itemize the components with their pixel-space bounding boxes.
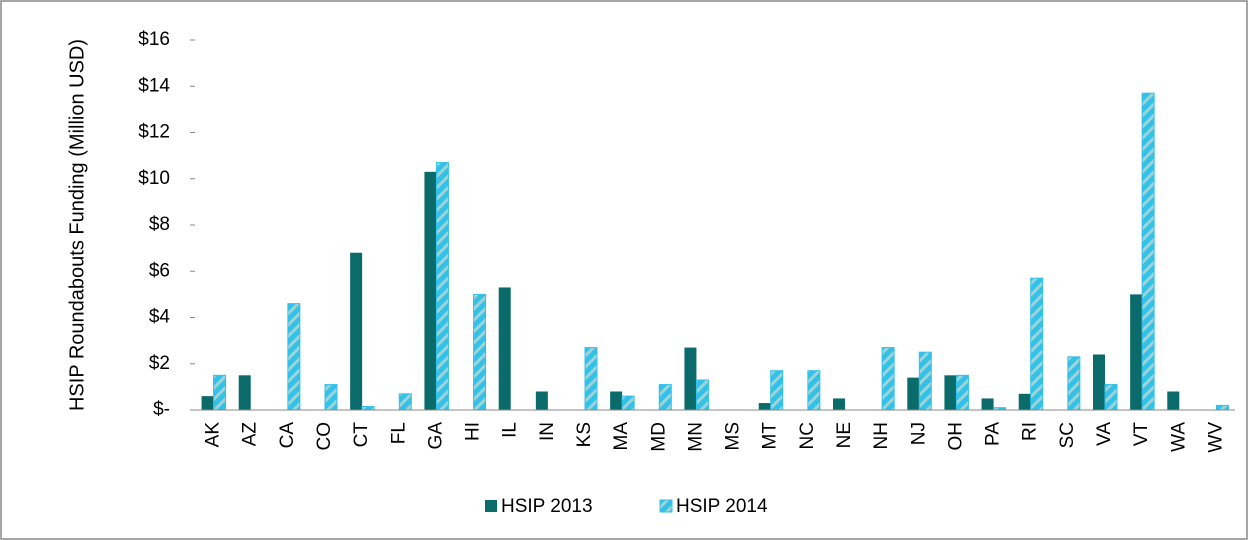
legend-label: HSIP 2014 bbox=[676, 496, 768, 517]
x-tick-label: WV bbox=[1205, 422, 1226, 453]
x-tick-label: FL bbox=[388, 422, 409, 444]
x-tick-label: HI bbox=[463, 422, 484, 441]
x-tick-label: MA bbox=[611, 422, 632, 451]
bar bbox=[658, 384, 672, 411]
x-tick-label: SC bbox=[1057, 422, 1078, 448]
bar bbox=[1104, 384, 1118, 411]
bar bbox=[955, 374, 969, 411]
bar bbox=[201, 396, 214, 410]
bar bbox=[324, 384, 338, 411]
bar bbox=[1215, 404, 1229, 411]
bar bbox=[287, 303, 301, 411]
bar bbox=[944, 375, 957, 410]
bar bbox=[1141, 92, 1155, 411]
y-tick-label: $4 bbox=[149, 307, 171, 328]
x-tick-label: MS bbox=[723, 422, 744, 451]
y-tick-label: $8 bbox=[149, 214, 170, 235]
bar bbox=[584, 347, 598, 411]
y-tick-label: $10 bbox=[138, 168, 170, 189]
legend-label: HSIP 2013 bbox=[501, 496, 593, 517]
y-axis-label: HSIP Roundabouts Funding (Million USD) bbox=[66, 39, 88, 411]
x-tick-label: IN bbox=[537, 422, 558, 441]
bar bbox=[684, 347, 697, 410]
x-tick-label: GA bbox=[425, 422, 446, 450]
legend-swatch bbox=[485, 500, 497, 512]
bar bbox=[1093, 354, 1105, 410]
y-tick-label: $16 bbox=[138, 29, 170, 50]
x-tick-label: WA bbox=[1168, 422, 1189, 452]
bar bbox=[918, 351, 932, 411]
bar bbox=[1030, 277, 1044, 411]
bar bbox=[1067, 356, 1081, 411]
bar bbox=[758, 403, 771, 410]
bar bbox=[1167, 391, 1180, 410]
bar bbox=[435, 162, 449, 411]
bar bbox=[833, 398, 845, 410]
bar bbox=[610, 391, 623, 410]
bar bbox=[1130, 294, 1143, 410]
bar bbox=[498, 287, 511, 410]
x-tick-label: RI bbox=[1020, 422, 1041, 441]
y-tick-label: $- bbox=[153, 399, 170, 420]
bar bbox=[695, 379, 709, 411]
bar bbox=[881, 347, 895, 411]
bar bbox=[907, 377, 920, 410]
bar bbox=[361, 406, 375, 411]
x-tick-label: AZ bbox=[240, 422, 261, 447]
bar bbox=[424, 171, 437, 410]
bar bbox=[398, 393, 412, 411]
y-tick-label: $2 bbox=[149, 353, 170, 374]
bar bbox=[621, 395, 635, 411]
bar bbox=[350, 252, 363, 410]
bar bbox=[238, 375, 251, 410]
x-tick-label: NC bbox=[797, 422, 818, 449]
x-tick-label: CA bbox=[277, 422, 298, 449]
y-tick-label: $14 bbox=[138, 75, 170, 96]
x-tick-label: NE bbox=[834, 422, 855, 448]
y-tick-label: $12 bbox=[138, 122, 170, 143]
x-tick-label: CT bbox=[351, 422, 372, 448]
bar bbox=[213, 374, 227, 411]
x-tick-label: PA bbox=[983, 422, 1004, 446]
x-tick-label: VT bbox=[1131, 422, 1152, 447]
x-tick-label: KS bbox=[574, 422, 595, 447]
x-tick-label: OH bbox=[945, 422, 966, 451]
x-tick-label: CO bbox=[314, 422, 335, 451]
bar bbox=[1018, 393, 1031, 410]
x-tick-label: VA bbox=[1094, 422, 1115, 446]
bar bbox=[535, 391, 548, 410]
x-tick-label: MT bbox=[760, 422, 781, 450]
legend-swatch bbox=[659, 499, 673, 513]
x-tick-label: NH bbox=[871, 422, 892, 449]
bar bbox=[770, 370, 784, 411]
x-tick-label: IL bbox=[500, 422, 521, 438]
x-tick-label: MD bbox=[648, 422, 669, 452]
bar bbox=[807, 370, 821, 411]
x-tick-label: NJ bbox=[908, 422, 929, 445]
y-tick-label: $6 bbox=[149, 260, 170, 281]
x-tick-label: AK bbox=[203, 422, 224, 448]
x-tick-label: MN bbox=[685, 422, 706, 452]
bar bbox=[981, 398, 994, 410]
bar bbox=[473, 293, 487, 411]
